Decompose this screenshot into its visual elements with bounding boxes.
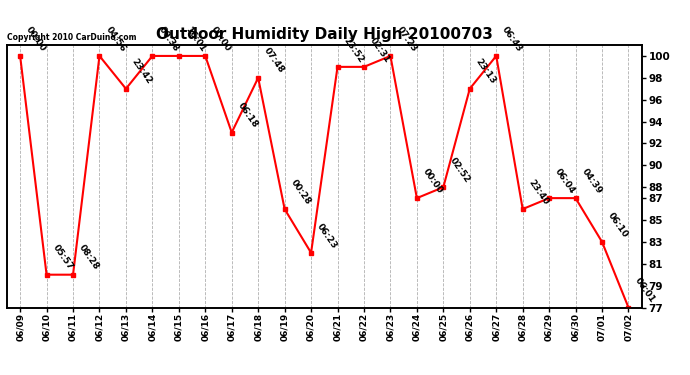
Text: 00:38: 00:38 bbox=[157, 25, 180, 53]
Text: 04:39: 04:39 bbox=[580, 166, 604, 195]
Text: 23:40: 23:40 bbox=[527, 178, 551, 206]
Text: 06:10: 06:10 bbox=[607, 211, 630, 239]
Text: 00:00: 00:00 bbox=[421, 167, 444, 195]
Title: Outdoor Humidity Daily High 20100703: Outdoor Humidity Daily High 20100703 bbox=[156, 27, 493, 42]
Text: 05:57: 05:57 bbox=[51, 243, 75, 272]
Text: 07:23: 07:23 bbox=[395, 24, 418, 53]
Text: 02:31: 02:31 bbox=[368, 36, 392, 64]
Text: 23:42: 23:42 bbox=[130, 57, 154, 86]
Text: 00:00: 00:00 bbox=[24, 25, 48, 53]
Text: 00:00: 00:00 bbox=[210, 25, 233, 53]
Text: 06:18: 06:18 bbox=[236, 101, 259, 130]
Text: 00:28: 00:28 bbox=[289, 178, 313, 206]
Text: 08:28: 08:28 bbox=[77, 243, 101, 272]
Text: Copyright 2010 CarDuino.com: Copyright 2010 CarDuino.com bbox=[7, 33, 137, 42]
Text: 02:52: 02:52 bbox=[448, 156, 471, 184]
Text: 23:52: 23:52 bbox=[342, 36, 366, 64]
Text: 06:01: 06:01 bbox=[633, 276, 656, 305]
Text: 07:48: 07:48 bbox=[262, 46, 286, 75]
Text: 23:13: 23:13 bbox=[474, 57, 497, 86]
Text: 06:43: 06:43 bbox=[500, 24, 524, 53]
Text: 16:01: 16:01 bbox=[183, 25, 207, 53]
Text: 06:04: 06:04 bbox=[553, 167, 577, 195]
Text: 04:56: 04:56 bbox=[104, 24, 128, 53]
Text: 06:23: 06:23 bbox=[315, 222, 339, 250]
